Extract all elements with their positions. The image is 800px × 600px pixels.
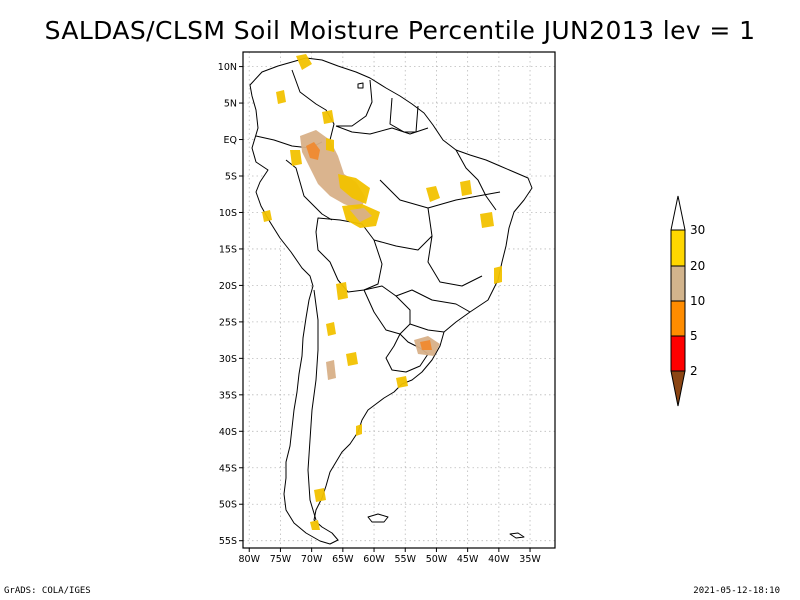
- border-brazil-states-3: [373, 235, 433, 251]
- legend-above-30: [670, 195, 686, 231]
- border-brazil-states-4: [395, 289, 471, 313]
- dryness-patch: [480, 212, 494, 228]
- axis-ticks: 10N 5N EQ 5S 10S 15S 20S 25S 30S 35S 40S 45S 50S 55S8…: [218, 62, 542, 565]
- map-title: SALDAS/CLSM Soil Moisture Percentile JUN…: [44, 16, 756, 45]
- legend-level-label: 30: [690, 223, 705, 237]
- land-layer: [249, 57, 533, 545]
- lat-tick-label: 50S: [219, 500, 237, 511]
- lon-tick-label: 65W: [332, 554, 354, 565]
- lat-tick-label: 15S: [219, 244, 237, 255]
- legend-level-label: 5: [690, 329, 698, 343]
- border-brazil-states-5: [455, 149, 497, 211]
- dryness-patch: [290, 150, 302, 166]
- legend-below-2: [670, 370, 686, 407]
- dryness-patch: [494, 266, 502, 284]
- lon-tick-label: 35W: [519, 554, 541, 565]
- lat-tick-label: 20S: [219, 281, 237, 292]
- border-brazil-states-6: [409, 323, 445, 333]
- legend-20-30: [670, 229, 686, 267]
- map-frame: [242, 51, 556, 549]
- lon-tick-label: 60W: [363, 554, 385, 565]
- border-peru-brazil: [285, 159, 333, 221]
- dryness-patch: [326, 138, 334, 152]
- lat-tick-label: 10N: [218, 62, 237, 73]
- legend-10-20: [670, 265, 686, 302]
- legend-5-10: [670, 300, 686, 337]
- dryness-patch: [338, 174, 370, 204]
- lat-tick-label: 25S: [219, 317, 237, 328]
- dryness-patch: [326, 322, 336, 336]
- legend-level-label: 2: [690, 364, 698, 378]
- dryness-shading: [262, 54, 502, 530]
- trinidad-island: [357, 82, 364, 89]
- dryness-patch: [426, 186, 440, 202]
- dryness-patch: [420, 340, 432, 350]
- border-venezuela-guyana: [336, 79, 373, 127]
- falkland-islands: [367, 513, 389, 523]
- south-georgia-island: [509, 532, 525, 539]
- dryness-patch: [326, 360, 336, 380]
- dryness-patch: [276, 90, 286, 104]
- border-brazil-north: [335, 125, 429, 135]
- border-brazil-states-2: [427, 207, 483, 287]
- lon-tick-label: 80W: [238, 554, 260, 565]
- lon-tick-label: 75W: [270, 554, 292, 565]
- lat-tick-label: EQ: [224, 135, 237, 146]
- dryness-patch: [314, 488, 326, 502]
- dryness-patch: [322, 110, 334, 124]
- south-america-landmass: [249, 57, 533, 545]
- lat-tick-label: 35S: [219, 390, 237, 401]
- lon-tick-label: 50W: [426, 554, 448, 565]
- border-colombia-venezuela: [291, 69, 335, 141]
- dryness-patch: [310, 520, 320, 530]
- dryness-patch: [460, 180, 472, 196]
- lat-tick-label: 5S: [225, 172, 237, 183]
- footer-timestamp: 2021-05-12-18:10: [693, 586, 780, 596]
- lat-tick-label: 55S: [219, 536, 237, 547]
- border-argentina-brazil-uruguay: [385, 333, 429, 373]
- dryness-patch: [296, 54, 312, 70]
- lat-tick-label: 40S: [219, 427, 237, 438]
- lat-tick-label: 45S: [219, 463, 237, 474]
- footer-credit: GrADS: COLA/IGES: [4, 586, 91, 596]
- dryness-patch: [262, 210, 272, 222]
- lon-tick-label: 70W: [301, 554, 323, 565]
- dryness-patch: [356, 424, 362, 436]
- dryness-patch: [336, 282, 348, 300]
- map-border: [242, 51, 556, 549]
- dryness-patch: [346, 352, 358, 366]
- lon-tick-label: 40W: [488, 554, 510, 565]
- dryness-patch: [396, 376, 408, 388]
- lat-tick-label: 10S: [219, 208, 237, 219]
- dryness-patch: [350, 208, 372, 222]
- lat-tick-label: 5N: [224, 99, 237, 110]
- lon-tick-label: 45W: [457, 554, 479, 565]
- legend-level-label: 10: [690, 294, 705, 308]
- lat-tick-label: 30S: [219, 354, 237, 365]
- legend-2-5: [670, 335, 686, 372]
- lon-tick-label: 55W: [394, 554, 416, 565]
- legend-level-label: 20: [690, 259, 705, 273]
- dryness-patch: [306, 142, 320, 160]
- border-brazil-states-1: [379, 179, 501, 209]
- color-legend: 30 20 10 5 2: [670, 195, 705, 407]
- border-chile-argentina: [307, 289, 319, 521]
